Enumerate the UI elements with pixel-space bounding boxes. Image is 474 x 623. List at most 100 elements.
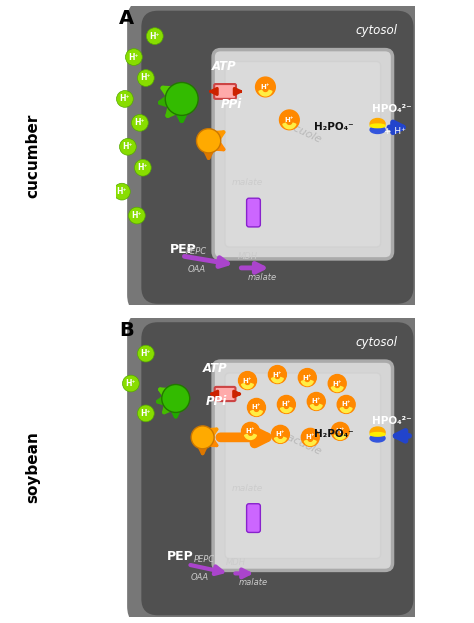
Text: H⁺: H⁺: [141, 409, 151, 418]
Text: H⁺: H⁺: [117, 187, 127, 196]
FancyBboxPatch shape: [127, 0, 425, 315]
FancyBboxPatch shape: [214, 84, 236, 99]
Text: H⁺: H⁺: [302, 374, 312, 381]
Circle shape: [122, 375, 139, 392]
Text: PEPC: PEPC: [194, 556, 215, 564]
Text: HPO₄²⁻: HPO₄²⁻: [373, 105, 412, 115]
Text: vacuole: vacuole: [280, 430, 323, 457]
Circle shape: [277, 396, 295, 414]
FancyBboxPatch shape: [127, 311, 425, 623]
Circle shape: [331, 422, 349, 440]
Circle shape: [337, 396, 355, 414]
Text: H⁺: H⁺: [282, 401, 291, 407]
FancyBboxPatch shape: [213, 50, 392, 259]
Text: H₂PO₄⁻: H₂PO₄⁻: [314, 429, 354, 439]
Text: H⁺: H⁺: [261, 84, 270, 90]
Circle shape: [242, 422, 259, 440]
FancyBboxPatch shape: [132, 315, 420, 622]
Text: cytosol: cytosol: [355, 336, 397, 349]
Text: ATP: ATP: [211, 60, 236, 72]
Text: H⁺: H⁺: [132, 211, 142, 220]
FancyBboxPatch shape: [136, 9, 416, 306]
Circle shape: [117, 90, 133, 107]
Wedge shape: [334, 434, 346, 439]
Text: B: B: [119, 321, 134, 340]
Circle shape: [131, 115, 148, 131]
Text: H⁺: H⁺: [128, 52, 139, 62]
Text: H⁺: H⁺: [332, 381, 342, 386]
Circle shape: [137, 405, 154, 422]
Text: MDH: MDH: [237, 252, 257, 261]
Circle shape: [307, 392, 325, 411]
Wedge shape: [259, 90, 272, 96]
Circle shape: [137, 70, 154, 87]
Circle shape: [301, 429, 319, 446]
Text: PEP: PEP: [167, 551, 193, 563]
Ellipse shape: [370, 124, 385, 128]
Text: HPO₄²⁻: HPO₄²⁻: [373, 416, 412, 426]
Text: MDH: MDH: [226, 558, 246, 568]
Text: cucumber: cucumber: [26, 113, 41, 198]
Text: H⁺: H⁺: [123, 142, 133, 151]
Wedge shape: [283, 123, 296, 129]
Ellipse shape: [370, 434, 385, 442]
FancyBboxPatch shape: [246, 504, 260, 533]
FancyBboxPatch shape: [141, 11, 413, 304]
Text: malate: malate: [232, 178, 263, 187]
Text: malate: malate: [232, 483, 263, 493]
Ellipse shape: [370, 118, 385, 129]
Text: PPi: PPi: [206, 395, 227, 408]
Wedge shape: [310, 404, 322, 409]
Text: H⁺: H⁺: [119, 95, 130, 103]
Text: H⁺: H⁺: [246, 429, 255, 434]
Text: ATP: ATP: [203, 362, 227, 375]
Text: H⁺: H⁺: [341, 401, 351, 407]
Text: H⁺: H⁺: [306, 434, 315, 440]
Circle shape: [191, 426, 214, 449]
Text: H⁺: H⁺: [149, 32, 160, 40]
Wedge shape: [331, 386, 343, 392]
Wedge shape: [340, 407, 352, 412]
Text: vacuole: vacuole: [280, 118, 323, 146]
Text: A: A: [119, 9, 134, 28]
Circle shape: [255, 77, 275, 97]
Wedge shape: [304, 440, 316, 445]
Text: soybean: soybean: [26, 431, 41, 503]
Wedge shape: [245, 434, 256, 439]
Circle shape: [272, 426, 289, 444]
Circle shape: [197, 129, 221, 153]
Circle shape: [247, 399, 265, 416]
Text: H⁺: H⁺: [243, 378, 252, 384]
Text: H⁺: H⁺: [126, 379, 136, 388]
Circle shape: [162, 384, 190, 412]
Circle shape: [126, 49, 142, 65]
FancyBboxPatch shape: [141, 322, 413, 616]
Ellipse shape: [370, 432, 385, 436]
FancyBboxPatch shape: [225, 62, 381, 247]
Wedge shape: [281, 407, 292, 412]
Text: malate: malate: [239, 578, 268, 587]
Text: PEP: PEP: [170, 244, 197, 257]
Text: H⁺: H⁺: [336, 429, 345, 434]
Text: H⁺: H⁺: [273, 371, 282, 378]
Circle shape: [328, 374, 346, 392]
Ellipse shape: [370, 427, 385, 437]
Text: OAA: OAA: [188, 265, 206, 274]
Text: H₂PO₄⁻: H₂PO₄⁻: [314, 122, 354, 132]
FancyBboxPatch shape: [215, 387, 236, 401]
Circle shape: [280, 110, 299, 130]
FancyBboxPatch shape: [136, 320, 416, 617]
Wedge shape: [301, 381, 313, 386]
Circle shape: [135, 159, 151, 176]
Text: H⁺: H⁺: [141, 349, 151, 358]
Circle shape: [114, 183, 130, 200]
Circle shape: [298, 369, 316, 386]
Circle shape: [146, 28, 163, 44]
Text: H⁺: H⁺: [135, 118, 145, 127]
Text: H⁺: H⁺: [276, 431, 285, 437]
Circle shape: [165, 82, 198, 115]
FancyBboxPatch shape: [132, 4, 420, 310]
Text: cytosol: cytosol: [355, 24, 397, 37]
Text: malate: malate: [248, 273, 277, 282]
Wedge shape: [272, 378, 283, 383]
